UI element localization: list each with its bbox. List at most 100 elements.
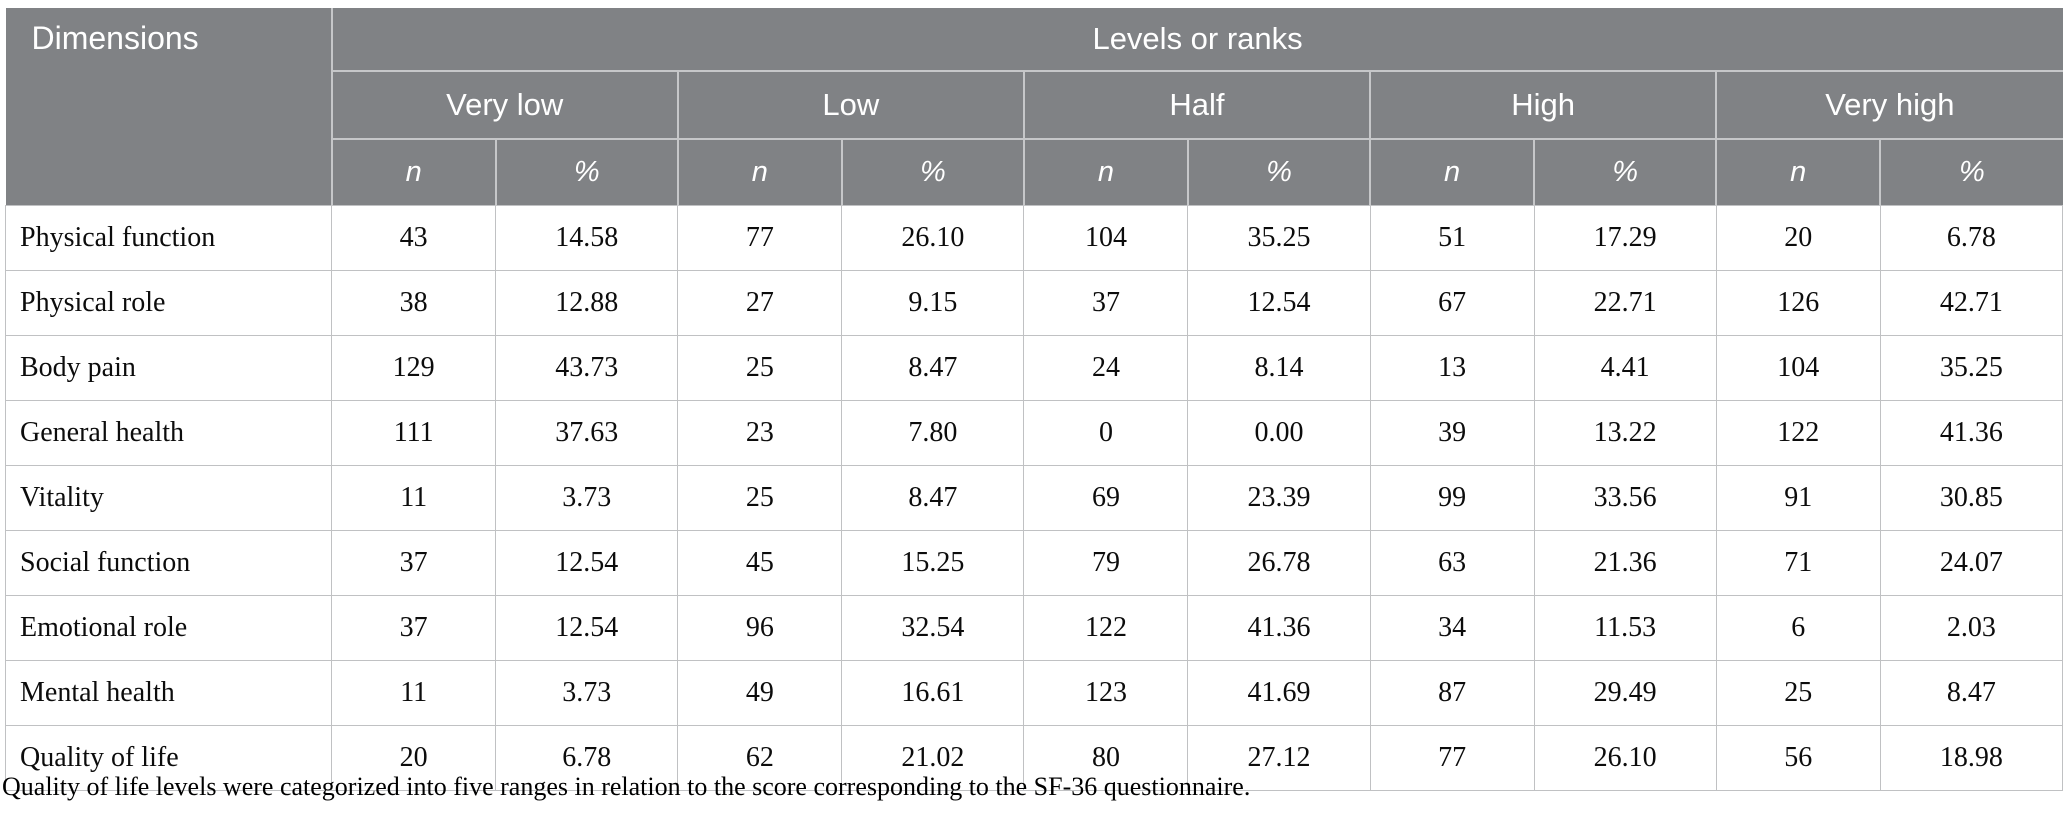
n-cell: 77 [677, 204, 843, 271]
n-cell: 45 [677, 529, 843, 596]
percent-cell: 12.54 [1187, 269, 1371, 336]
dimension-cell: Mental health [4, 659, 333, 726]
percent-cell: 12.88 [495, 269, 679, 336]
percent-cell: 37.63 [495, 399, 679, 466]
percent-cell: 8.14 [1187, 334, 1371, 401]
column-header-dimensions: Dimensions [5, 8, 333, 205]
percent-cell: 16.61 [841, 659, 1025, 726]
table-row: Body pain 129 43.73 25 8.47 24 8.14 13 4.41 104 35… [4, 334, 2064, 401]
n-cell: 129 [331, 334, 497, 401]
n-cell: 34 [1369, 594, 1535, 661]
percent-cell: 27.12 [1187, 724, 1371, 791]
table-row: Vitality 11 3.73 25 8.47 69 23.39 99 33.56 91 30.8… [4, 464, 2064, 531]
percent-cell: 24.07 [1879, 529, 2064, 596]
n-cell: 23 [677, 399, 843, 466]
table-row: General health 111 37.63 23 7.80 0 0.00 39 13.22… [4, 399, 2064, 466]
percent-cell: 14.58 [495, 204, 679, 271]
percent-cell: 41.69 [1187, 659, 1371, 726]
subheader-percent: % [494, 138, 679, 205]
percent-cell: 32.54 [841, 594, 1025, 661]
n-cell: 56 [1715, 724, 1881, 791]
n-cell: 104 [1715, 334, 1881, 401]
n-cell: 49 [677, 659, 843, 726]
percent-cell: 8.47 [1879, 659, 2064, 726]
percent-cell: 6.78 [495, 724, 679, 791]
sf36-levels-table: Dimensions Levels or ranks Very low Low … [4, 8, 2064, 791]
percent-cell: 43.73 [495, 334, 679, 401]
percent-cell: 12.54 [495, 529, 679, 596]
percent-cell: 17.29 [1533, 204, 1717, 271]
group-header-very-low: Very low [330, 70, 679, 140]
percent-cell: 6.78 [1879, 204, 2064, 271]
percent-cell: 22.71 [1533, 269, 1717, 336]
n-cell: 6 [1715, 594, 1881, 661]
subheader-percent: % [1879, 138, 2063, 205]
percent-cell: 26.10 [841, 204, 1025, 271]
percent-cell: 41.36 [1879, 399, 2064, 466]
n-cell: 63 [1369, 529, 1535, 596]
percent-cell: 18.98 [1879, 724, 2064, 791]
n-cell: 0 [1023, 399, 1189, 466]
table-header: Dimensions Levels or ranks Very low Low … [5, 8, 2063, 205]
dimension-cell: Quality of life [4, 724, 333, 791]
percent-cell: 23.39 [1187, 464, 1371, 531]
subheader-n: n [676, 138, 843, 205]
dimension-cell: Physical role [4, 269, 333, 336]
percent-cell: 29.49 [1533, 659, 1717, 726]
table-row: Quality of life 20 6.78 62 21.02 80 27.12 77 26.… [4, 724, 2064, 791]
n-cell: 24 [1023, 334, 1189, 401]
percent-cell: 35.25 [1187, 204, 1371, 271]
subheader-n: n [1715, 138, 1882, 205]
group-header-very-high: Very high [1715, 70, 2063, 140]
percent-cell: 42.71 [1879, 269, 2064, 336]
percent-cell: 8.47 [841, 464, 1025, 531]
percent-cell: 11.53 [1533, 594, 1717, 661]
percent-cell: 26.10 [1533, 724, 1717, 791]
percent-cell: 33.56 [1533, 464, 1717, 531]
percent-cell: 21.02 [841, 724, 1025, 791]
percent-cell: 9.15 [841, 269, 1025, 336]
dimension-cell: Vitality [4, 464, 333, 531]
percent-cell: 41.36 [1187, 594, 1371, 661]
dimension-cell: Emotional role [4, 594, 333, 661]
n-cell: 79 [1023, 529, 1189, 596]
n-cell: 37 [331, 594, 497, 661]
n-cell: 37 [1023, 269, 1189, 336]
group-header-low: Low [676, 70, 1025, 140]
percent-cell: 21.36 [1533, 529, 1717, 596]
n-cell: 80 [1023, 724, 1189, 791]
n-cell: 77 [1369, 724, 1535, 791]
n-cell: 104 [1023, 204, 1189, 271]
percent-cell: 0.00 [1187, 399, 1371, 466]
subheader-percent: % [840, 138, 1025, 205]
n-cell: 91 [1715, 464, 1881, 531]
group-header-high: High [1369, 70, 1718, 140]
n-cell: 111 [331, 399, 497, 466]
percent-cell: 8.47 [841, 334, 1025, 401]
dimension-cell: General health [4, 399, 333, 466]
table-row: Physical role 38 12.88 27 9.15 37 12.54 67 22.71… [4, 269, 2064, 336]
table-row: Physical function 43 14.58 77 26.10 104 35.25 5… [4, 204, 2064, 271]
percent-cell: 4.41 [1533, 334, 1717, 401]
table-row: Mental health 11 3.73 49 16.61 123 41.69 87 29.4… [4, 659, 2064, 726]
n-cell: 96 [677, 594, 843, 661]
percent-cell: 3.73 [495, 659, 679, 726]
n-cell: 69 [1023, 464, 1189, 531]
subheader-n: n [1369, 138, 1536, 205]
sf36-levels-table-container: Dimensions Levels or ranks Very low Low … [4, 8, 2064, 791]
percent-cell: 7.80 [841, 399, 1025, 466]
n-cell: 39 [1369, 399, 1535, 466]
n-cell: 25 [677, 464, 843, 531]
dimension-cell: Body pain [4, 334, 333, 401]
percent-cell: 13.22 [1533, 399, 1717, 466]
n-cell: 126 [1715, 269, 1881, 336]
group-header-half: Half [1022, 70, 1372, 140]
n-cell: 122 [1715, 399, 1881, 466]
table-body: Physical function 43 14.58 77 26.10 104 35.25 5… [4, 204, 2064, 791]
n-cell: 13 [1369, 334, 1535, 401]
n-cell: 122 [1023, 594, 1189, 661]
subheader-percent: % [1186, 138, 1372, 205]
n-cell: 87 [1369, 659, 1535, 726]
n-cell: 11 [331, 659, 497, 726]
n-cell: 20 [1715, 204, 1881, 271]
